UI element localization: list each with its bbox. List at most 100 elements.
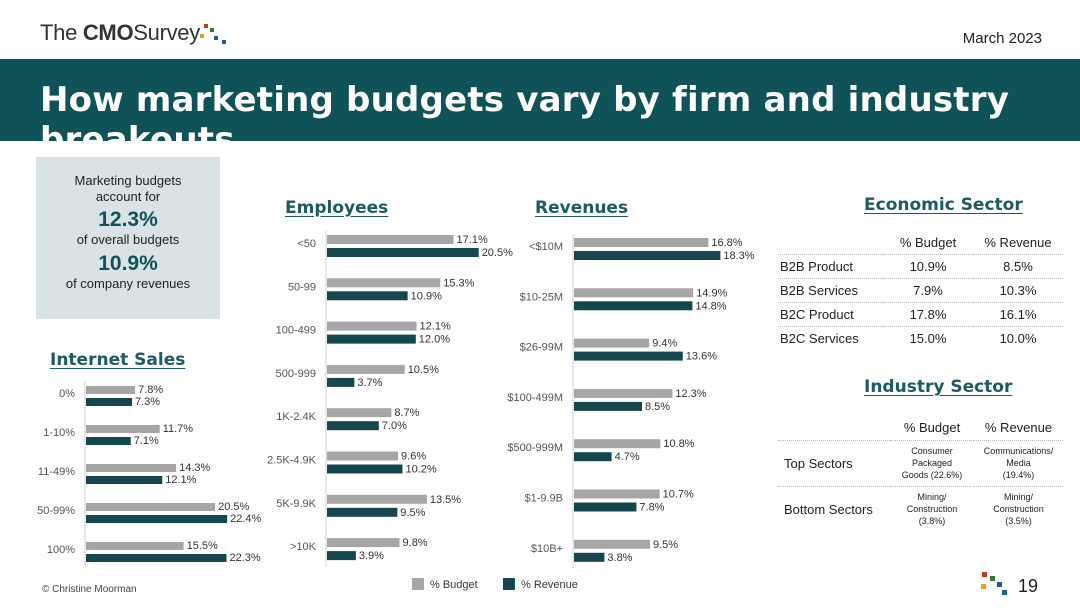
budget-bar [86,425,160,433]
legend-swatch-revenue [503,578,515,590]
revenue-bar [574,301,693,311]
revenues-chart: <$10M 16.8%18.3% $10-25M 14.9%14.8% $26-99M 9… [507,234,755,568]
table-row: B2C Product 17.8% 16.1% [778,302,1063,326]
cell-line: Communications/ [983,446,1054,456]
budget-value-label: 10.8% [663,438,694,450]
industry-row-label: Top Sectors [784,455,853,471]
revenue-bar [86,476,163,484]
category-label: 2.5K-4.9K [267,455,317,467]
budget-bar [327,321,417,331]
budget-bar [327,364,405,374]
page-title: How marketing budgets vary by firm and i… [40,80,1010,160]
economic-col-revenue: % Revenue [984,234,1052,250]
cell-line: Goods (22.6%) [901,470,963,480]
category-label: 1K-2.4K [276,411,316,423]
revenue-value-label: 13.6% [686,351,717,363]
category-label: 50-99% [37,505,75,517]
budget-value-label: 9.6% [401,451,426,463]
budget-value-label: 7.8% [138,384,163,396]
category-label: 11-49% [38,466,75,478]
industry-row-label: Bottom Sectors [784,501,873,517]
revenue-bar [86,437,131,445]
revenue-bar [574,401,642,411]
category-label: $26-99M [520,342,563,354]
legend-revenue: % Revenue [503,578,578,591]
report-date: March 2023 [962,30,1042,47]
budget-value-label: 16.8% [711,237,742,249]
category-label: 100% [47,544,75,556]
budget-bar [327,494,427,504]
category-label: $10-25M [520,291,563,303]
budget-value-label: 15.3% [443,277,474,289]
revenue-bar [327,507,398,517]
revenue-bar [574,502,637,512]
category-label: $10B+ [531,543,563,555]
revenue-value-label: 7.3% [135,396,160,408]
budget-value-label: 12.1% [420,321,451,333]
table-row: B2B Product 10.9% 8.5% [778,254,1063,278]
budget-bar [86,503,216,511]
budget-value-label: 12.3% [675,388,706,400]
revenue-value-label: 3.8% [607,552,632,564]
economic-row-revenue: 10.3% [999,282,1037,298]
industry-row-budget: Consumer Packaged Goods (22.6%) [890,440,974,486]
budget-value-label: 9.8% [403,537,428,549]
category-label: $500-999M [507,442,563,454]
revenue-value-label: 12.0% [419,334,450,346]
revenue-value-label: 4.7% [615,451,640,463]
revenue-value-label: 12.1% [165,474,196,486]
category-label: $1-9.9B [524,493,563,505]
cell-line: (3.5%) [1005,516,1032,527]
revenue-bar [86,554,227,562]
economic-row-budget: 15.0% [909,330,947,346]
economic-row-budget: 10.9% [909,258,947,274]
economic-header-row: % Budget % Revenue [778,231,1063,254]
budget-value-label: 9.4% [652,338,677,350]
revenue-value-label: 18.3% [723,250,754,262]
economic-row-label: B2B Services [780,282,859,298]
category-label: 1-10% [43,427,75,439]
economic-row-budget: 7.9% [913,282,943,298]
cell-line: Packaged [911,458,953,468]
revenues-title: Revenues [535,198,629,218]
internet-sales-chart: 0% 7.8%7.3% 1-10% 11.7% 7.1% 11-49% 14.3%12.1%… [37,382,262,565]
table-row: B2C Services 15.0% 10.0% [778,326,1063,350]
revenue-bar [574,351,683,361]
revenue-bar [327,334,416,344]
budget-bar [327,451,399,461]
summary-line2: account for [95,189,161,204]
industry-header-row: % Budget % Revenue [778,416,1063,440]
legend-budget: % Budget [412,578,478,591]
revenue-value-label: 14.8% [695,300,726,312]
table-row: B2B Services 7.9% 10.3% [778,278,1063,302]
category-label: 100-499 [276,325,316,337]
revenue-value-label: 7.8% [639,502,664,514]
industry-col-revenue: % Revenue [984,420,1053,436]
category-label: $100-499M [507,392,563,404]
budget-bar [574,489,660,499]
cell-line: Construction [906,504,958,515]
category-label: 50-99 [288,281,316,293]
category-label: 500-999 [276,368,316,380]
employees-chart: <50 17.1%20.5% 50-99 15.3%10.9% 100-499 12.1%… [267,231,513,567]
revenue-bar [574,452,612,462]
budget-value-label: 17.1% [457,234,488,246]
legend-label-budget: % Budget [430,579,478,591]
revenue-value-label: 10.9% [411,290,442,302]
budget-value-label: 10.5% [408,364,439,376]
budget-bar [574,338,650,348]
industry-row-revenue: Communications/ Media (19.4%) [974,440,1063,486]
category-label: 0% [59,388,75,400]
summary-box: Marketing budgets account for 12.3% of o… [36,157,220,319]
economic-row-label: B2B Product [780,258,853,274]
category-label: 5K-9.9K [276,498,316,510]
category-label: <$10M [529,241,563,253]
revenue-value-label: 10.2% [405,464,436,476]
budget-bar [574,388,673,398]
budget-value-label: 10.7% [663,489,694,501]
budget-value-label: 15.5% [187,540,218,552]
budget-bar [327,235,454,244]
budget-bar [327,538,400,548]
budget-value-label: 8.7% [394,407,419,419]
revenue-bar [327,464,403,474]
